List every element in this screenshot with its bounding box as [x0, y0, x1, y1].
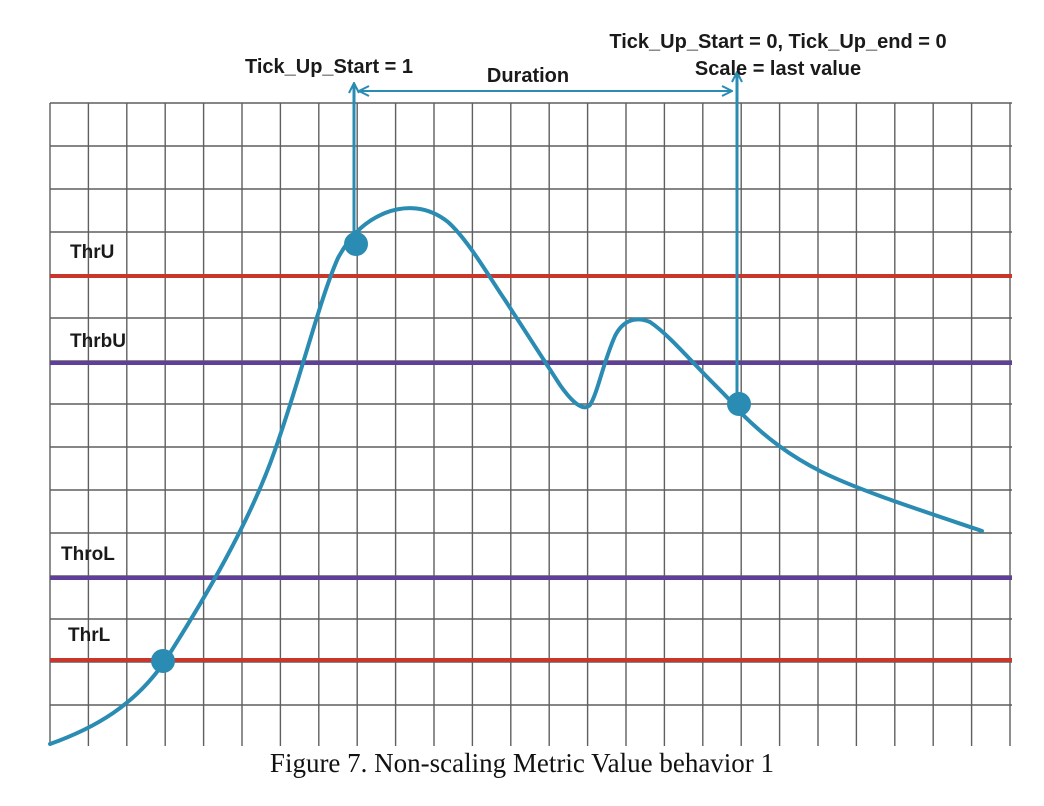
threshold-label-thrl: ThrL [68, 625, 111, 646]
crossing-marker-end [727, 392, 751, 416]
crossing-marker-thru [344, 232, 368, 256]
threshold-label-throl: ThroL [61, 544, 115, 565]
duration-label: Duration [487, 65, 569, 87]
threshold-label-thru: ThrU [70, 242, 114, 263]
threshold-lines [50, 274, 1012, 662]
threshold-label-thrbu: ThrbU [70, 331, 126, 352]
figure-caption: Figure 7. Non-scaling Metric Value behav… [269, 748, 775, 778]
crossing-marker-thrl [151, 649, 175, 673]
grid [49, 102, 1012, 746]
metric-curve [48, 206, 984, 746]
tick-up-end-label-line1: Tick_Up_Start = 0, Tick_Up_end = 0 [609, 31, 946, 53]
tick-up-end-label-line2: Scale = last value [695, 58, 861, 80]
threshold-labels: ThrU ThrbU ThroL ThrL [61, 242, 126, 646]
tick-up-start-label: Tick_Up_Start = 1 [245, 56, 413, 78]
